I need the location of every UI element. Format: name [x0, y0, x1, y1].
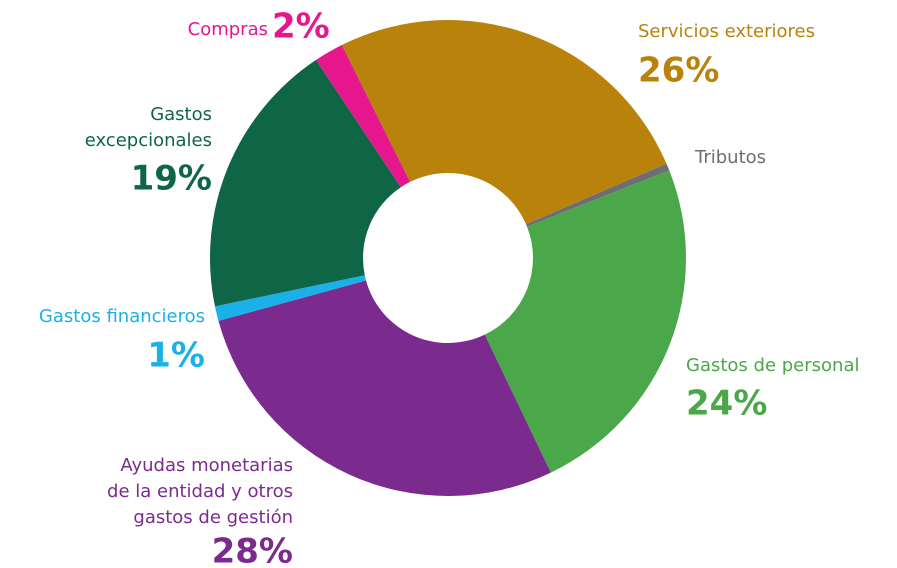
value-label: 24% [686, 384, 767, 424]
value-label: 1% [147, 336, 205, 376]
donut-segment [341, 20, 667, 225]
category-label: Gastos de personal [686, 355, 859, 376]
category-label: Ayudas monetarias de la entidad y otros ga… [107, 455, 293, 528]
value-label: 26% [638, 51, 719, 91]
value-label: 2% [272, 7, 330, 47]
category-label: Compras [188, 19, 268, 40]
donut-segment [316, 45, 411, 188]
donut-segment [526, 163, 670, 227]
category-label: Tributos [694, 147, 766, 168]
value-label: 19% [131, 159, 212, 199]
donut-segment [210, 59, 401, 307]
donut-segment [484, 170, 686, 473]
category-label: Servicios exteriores [638, 21, 815, 42]
category-label: Gastos financieros [39, 306, 205, 327]
donut-segment [214, 275, 367, 321]
donut-segment [218, 280, 551, 497]
value-label: 28% [212, 532, 293, 568]
category-label: Gastos excepcionales [85, 104, 212, 151]
